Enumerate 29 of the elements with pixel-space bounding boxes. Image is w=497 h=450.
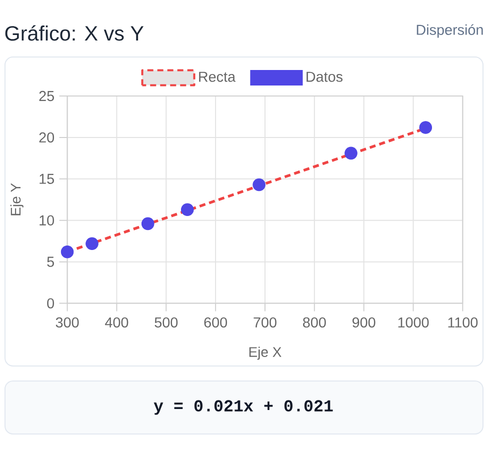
x-tick-label: 400 <box>105 317 128 328</box>
legend-label: Recta <box>199 72 236 82</box>
legend-label: Datos <box>306 72 343 82</box>
point <box>180 203 194 216</box>
chart-title: Gráfico: X vs Y <box>5 25 144 41</box>
point <box>419 121 432 134</box>
y-tick-label: 25 <box>39 90 54 102</box>
y-tick-label: 10 <box>40 215 54 226</box>
x-tick-label: 800 <box>303 317 326 328</box>
point <box>141 217 154 230</box>
y-tick-label: 15 <box>40 174 54 184</box>
x-tick-label: 300 <box>56 317 79 328</box>
point <box>252 178 266 192</box>
x-tick-label: 600 <box>204 317 228 328</box>
x-tick-label: 700 <box>254 317 276 328</box>
point <box>86 237 98 250</box>
point <box>60 245 74 258</box>
x-axis-title: Eje X <box>249 346 282 360</box>
y-tick-label: 5 <box>47 256 54 267</box>
x-tick-label: 500 <box>154 317 178 328</box>
y-tick-label: 0 <box>47 298 54 308</box>
x-tick-label: 1100 <box>448 317 478 328</box>
y-axis-title: Eje Y <box>10 183 24 216</box>
x-tick-label: 900 <box>352 317 376 328</box>
chart-subtitle: Dispersión <box>416 24 483 38</box>
y-tick-label: 20 <box>39 132 54 143</box>
point <box>344 146 358 160</box>
x-tick-label: 1000 <box>398 317 429 328</box>
text: y = 0.021x + 0.021 <box>154 400 333 415</box>
